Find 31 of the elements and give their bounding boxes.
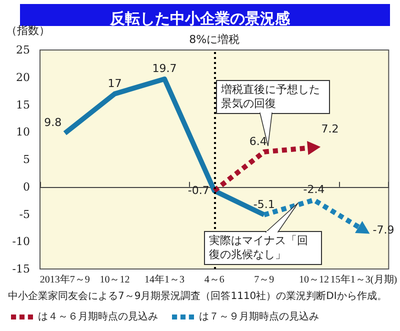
annotation: 実際はマイナス「回復の兆候なし」 (204, 231, 322, 265)
y-tick-label: 0 (23, 180, 30, 194)
x-tick-label: 10～12 (100, 274, 130, 286)
y-tick-label: 20 (16, 70, 30, 84)
ref-line-label: 8%に増税 (189, 33, 240, 46)
y-tick-label: 15 (16, 98, 30, 112)
text: 中小企業家同友会による7～9月期景況調査（回答1110社）の業況判断DIから作成。 (8, 291, 387, 303)
legend-label: は４～６月期時点の見込み (38, 310, 158, 322)
legend-label: は７～９月期時点の見込み (199, 310, 319, 322)
y-tick-label: -15 (12, 262, 30, 276)
x-tick-label: 4～6 (204, 274, 224, 286)
chart-title: 反転した中小企業の景況感 (109, 10, 291, 28)
y-tick-label: -10 (12, 235, 30, 248)
x-tick-label: 15年1～3(月期) (330, 274, 398, 286)
y-axis-title: （指数） (6, 24, 50, 37)
data-label: 7.2 (321, 122, 339, 136)
data-label: 17 (108, 76, 122, 90)
data-label: 6.4 (249, 134, 267, 148)
x-tick-label: 10～12 (298, 274, 329, 286)
y-tick-label: 5 (23, 153, 30, 166)
y-tick-label: -5 (19, 208, 30, 221)
data-label: 9.8 (44, 116, 62, 130)
data-label: 19.7 (152, 62, 177, 76)
data-label: -0.7 (188, 184, 210, 198)
x-tick-label: 7～9 (254, 274, 274, 286)
y-tick-label: 25 (16, 44, 30, 56)
annotation: 増税直後に予想した景気の回復 (216, 80, 330, 114)
x-tick-label: 2013年7～9 (40, 274, 90, 286)
y-tick-label: 10 (16, 126, 30, 139)
x-tick-label: 14年1～3 (144, 274, 185, 286)
data-label: -5.1 (253, 198, 275, 211)
